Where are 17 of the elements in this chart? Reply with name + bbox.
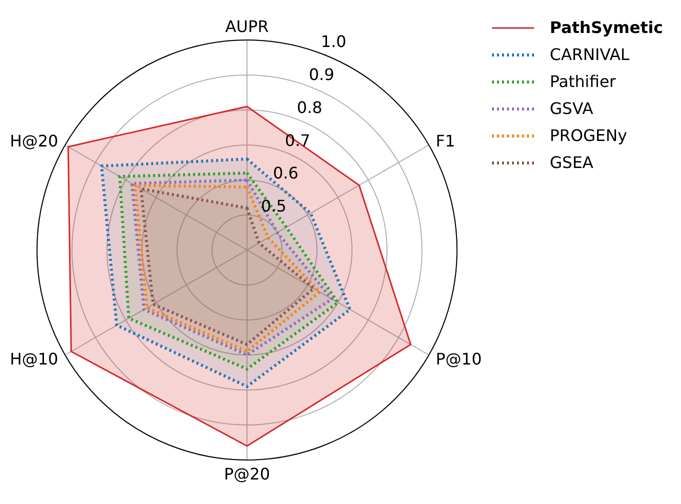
spoke-label: F1 bbox=[436, 132, 456, 151]
y-tick-label: 0.9 bbox=[308, 65, 334, 84]
y-tick-label: 1.0 bbox=[320, 32, 346, 52]
spoke-label: AUPR bbox=[225, 17, 269, 36]
legend-label: PathSymetic bbox=[550, 18, 663, 37]
legend-label: GSVA bbox=[550, 99, 594, 118]
y-tick-label: 0.5 bbox=[260, 196, 286, 216]
y-tick-label: 0.8 bbox=[296, 98, 322, 117]
legend-label: PROGENy bbox=[550, 126, 628, 145]
spoke-label: H@20 bbox=[10, 132, 58, 151]
spoke-label: P@20 bbox=[224, 464, 270, 484]
legend-label: GSEA bbox=[550, 153, 594, 172]
spoke-label: P@10 bbox=[436, 350, 482, 369]
y-tick-label: 0.6 bbox=[272, 164, 298, 183]
spoke-label: H@10 bbox=[10, 350, 58, 369]
legend-label: CARNIVAL bbox=[550, 45, 630, 64]
legend-label: Pathifier bbox=[550, 72, 616, 91]
